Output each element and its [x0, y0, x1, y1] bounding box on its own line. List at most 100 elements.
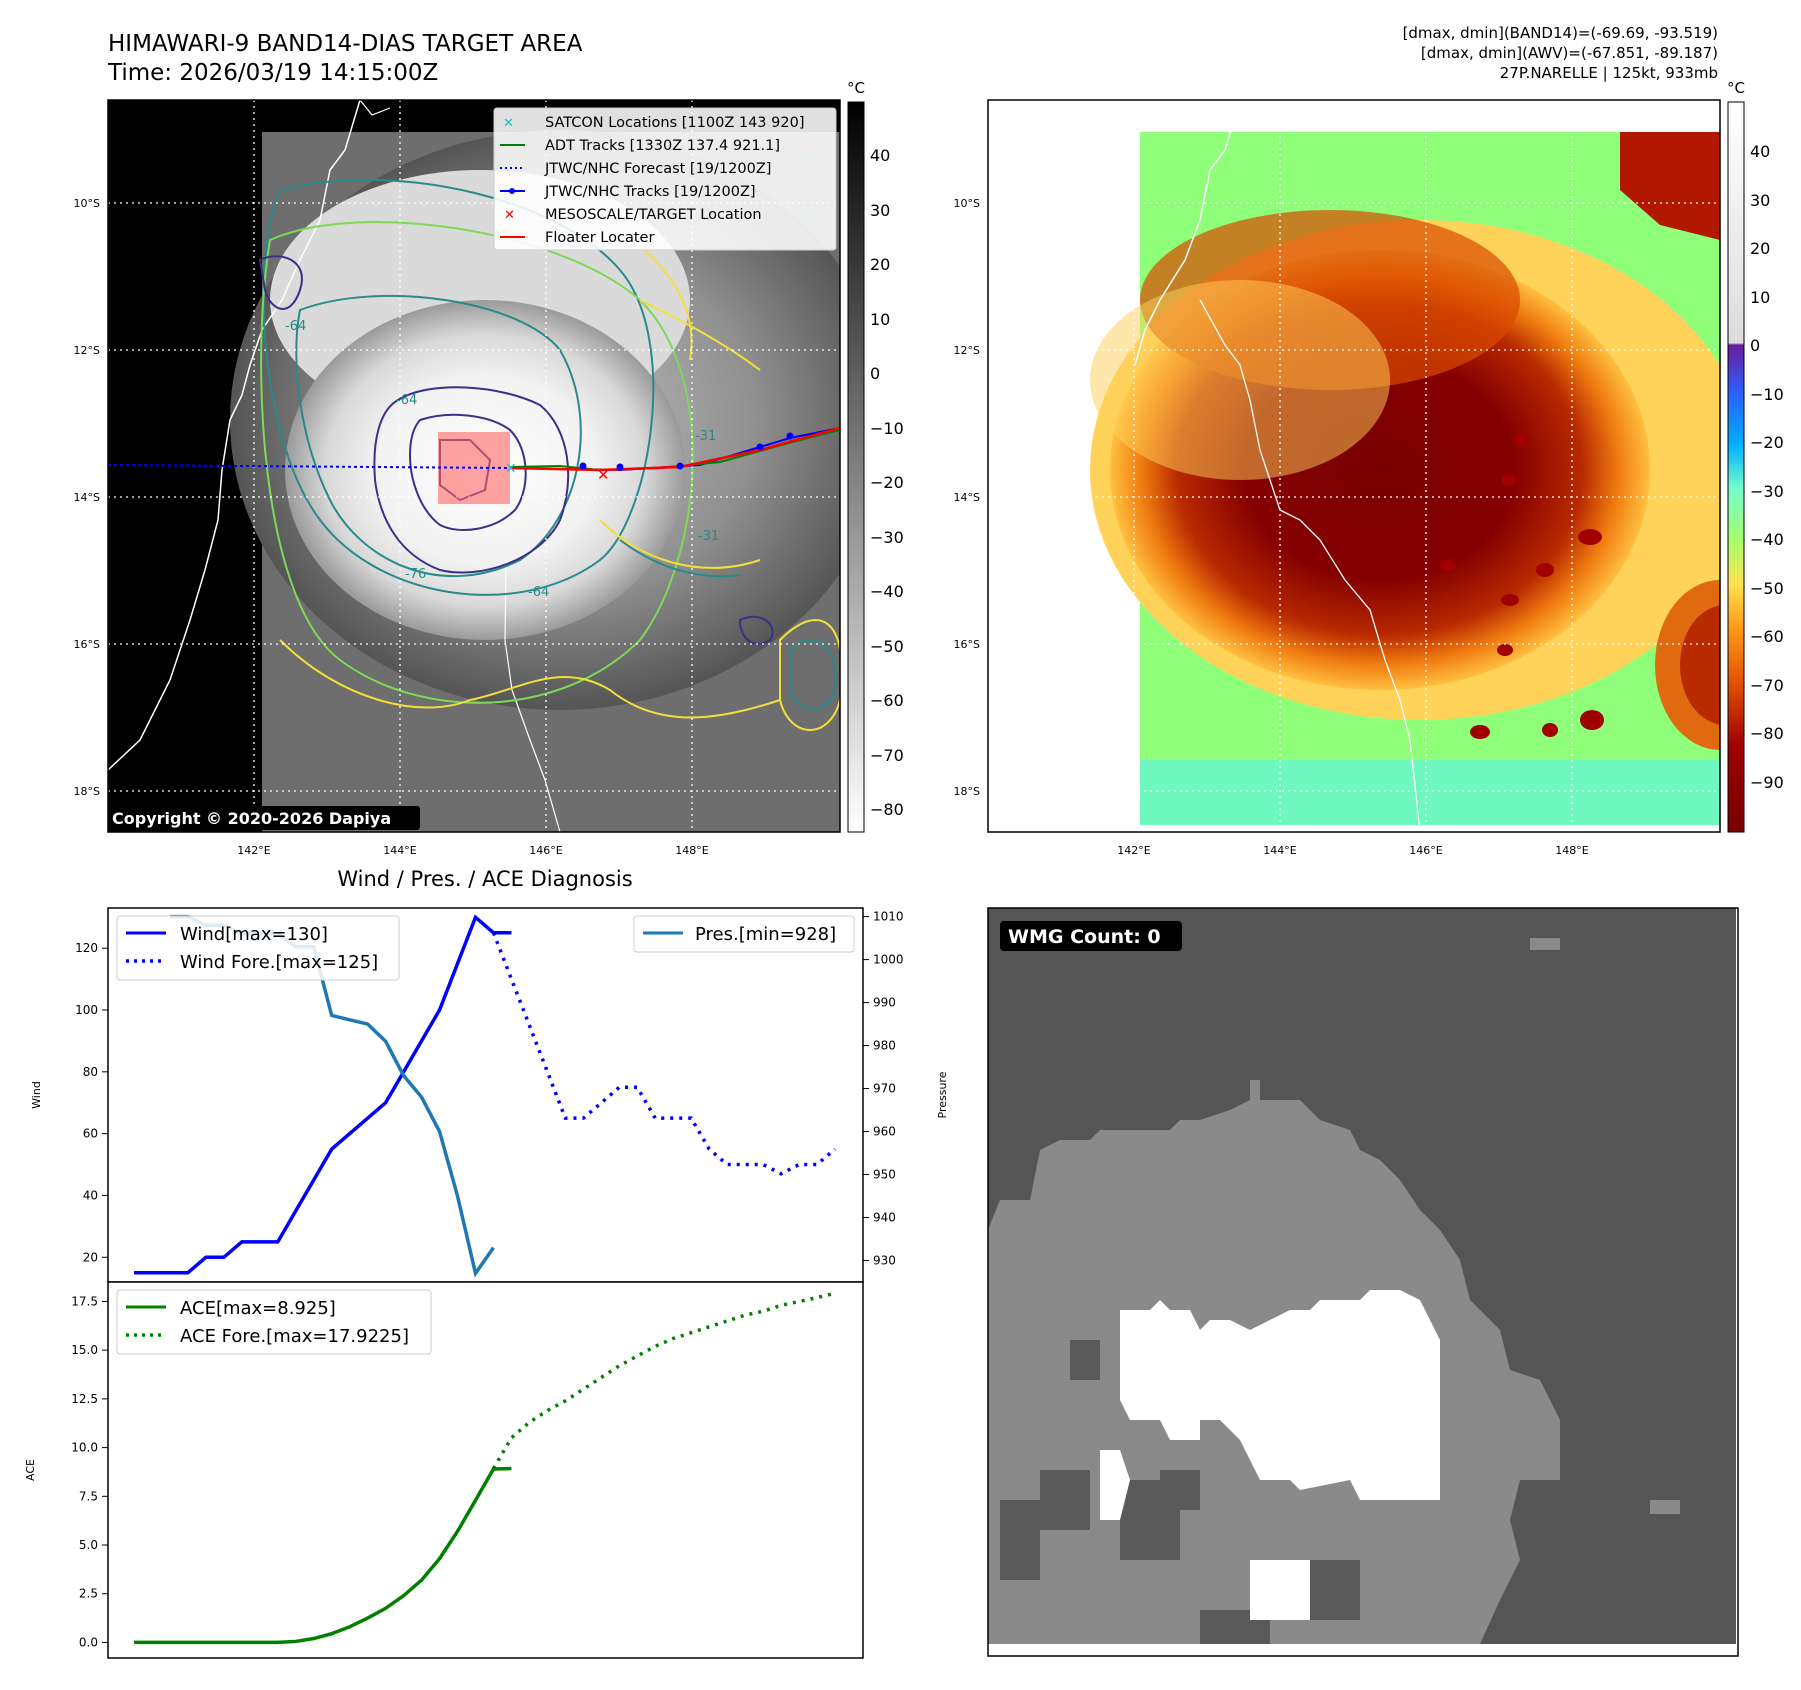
svg-text:12°S: 12°S — [954, 344, 980, 357]
legend-ace: ACE[max=8.925] — [180, 1298, 336, 1319]
svg-text:−60: −60 — [1750, 627, 1784, 646]
wv-colorbar-unit: °C — [1727, 79, 1745, 97]
pressure-tick-label: 950 — [873, 1168, 896, 1182]
ace-tick-label: 10.0 — [71, 1441, 98, 1455]
svg-text:144°E: 144°E — [383, 844, 416, 857]
legend-jtwc-tracks: JTWC/NHC Tracks [19/1200Z] — [544, 184, 756, 200]
legend-target: MESOSCALE/TARGET Location — [545, 207, 762, 223]
satcon-legend-icon: ✕ — [503, 116, 514, 131]
svg-text:30: 30 — [870, 201, 890, 220]
wind-axis-label: Wind — [30, 1081, 43, 1109]
wind-tick-label: 40 — [83, 1188, 98, 1202]
svg-text:18°S: 18°S — [74, 785, 100, 798]
legend-ace-forecast: ACE Fore.[max=17.9225] — [180, 1326, 409, 1347]
ace-tick-label: 12.5 — [71, 1392, 98, 1406]
ace-tick-label: 15.0 — [71, 1343, 98, 1357]
ace-tick-label: 0.0 — [79, 1635, 98, 1649]
svg-text:−80: −80 — [870, 800, 904, 819]
figure-title-line1: HIMAWARI-9 BAND14-DIAS TARGET AREA — [108, 31, 583, 57]
ace-axis-label: ACE — [24, 1459, 37, 1481]
svg-text:−50: −50 — [1750, 579, 1784, 598]
legend-pressure: Pres.[min=928] — [695, 924, 836, 945]
svg-text:30: 30 — [1750, 191, 1770, 210]
svg-text:10°S: 10°S — [954, 197, 980, 210]
ace-series-line-0 — [133, 1466, 512, 1645]
target-legend-icon: ✕ — [504, 208, 515, 223]
jtwc-forecast-track — [108, 464, 511, 469]
contour-label: -31 — [695, 429, 716, 444]
pressure-tick-label: 970 — [873, 1082, 896, 1096]
svg-text:20: 20 — [1750, 239, 1770, 258]
info-line3: 27P.NARELLE | 125kt, 933mb — [1500, 64, 1718, 82]
contour-label: -64 — [285, 319, 306, 334]
svg-text:40: 40 — [870, 146, 890, 165]
legend-adt: ADT Tracks [1330Z 137.4 921.1] — [545, 138, 780, 154]
svg-text:−20: −20 — [1750, 433, 1784, 452]
svg-text:−40: −40 — [1750, 530, 1784, 549]
svg-text:18°S: 18°S — [954, 785, 980, 798]
wind-pressure-plot: 20 40 60 80 100 120 930 940 950 960 970 980 990 1000… — [30, 907, 949, 1283]
wmg-count-badge — [1000, 921, 1182, 951]
wind-tick-label: 20 — [83, 1250, 98, 1264]
svg-text:−10: −10 — [1750, 385, 1784, 404]
svg-text:40: 40 — [1750, 142, 1770, 161]
legend-satcon: SATCON Locations [1100Z 143 920] — [545, 115, 804, 131]
wv-lat-labels: 10°S 12°S 14°S 16°S 18°S — [954, 197, 980, 798]
wmg-map — [988, 908, 1738, 1656]
svg-text:−80: −80 — [1750, 724, 1784, 743]
info-line2: [dmax, dmin](AWV)=(-67.851, -89.187) — [1421, 44, 1718, 62]
wind-legend: Wind[max=130] Wind Fore.[max=125] — [116, 915, 400, 981]
ace-series-line-1 — [491, 1291, 836, 1470]
svg-text:−60: −60 — [870, 691, 904, 710]
wind-tick-label: 100 — [75, 1003, 98, 1017]
ace-legend: ACE[max=8.925] ACE Fore.[max=17.9225] — [116, 1289, 432, 1355]
svg-text:146°E: 146°E — [529, 844, 562, 857]
svg-text:−30: −30 — [1750, 482, 1784, 501]
svg-text:14°S: 14°S — [74, 491, 100, 504]
svg-text:142°E: 142°E — [237, 844, 270, 857]
wv-colorbar — [1727, 101, 1745, 833]
wind-tick-label: 80 — [83, 1065, 98, 1079]
jtwc-track-points — [579, 432, 794, 471]
contour-label: -64 — [528, 585, 549, 600]
pressure-tick-label: 930 — [873, 1254, 896, 1268]
contour-label: -31 — [698, 529, 719, 544]
svg-text:16°S: 16°S — [954, 638, 980, 651]
svg-text:−90: −90 — [1750, 773, 1784, 792]
contour-label: -64 — [396, 393, 417, 408]
svg-text:144°E: 144°E — [1263, 844, 1296, 857]
pressure-tick-label: 1010 — [873, 910, 904, 924]
svg-text:−70: −70 — [1750, 676, 1784, 695]
svg-text:16°S: 16°S — [74, 638, 100, 651]
ir-lat-labels: 10°S 12°S 14°S 16°S 18°S — [74, 197, 100, 798]
pressure-tick-label: 990 — [873, 996, 896, 1010]
series-line-0 — [133, 914, 512, 1275]
svg-text:−20: −20 — [870, 473, 904, 492]
svg-text:−70: −70 — [870, 746, 904, 765]
svg-text:146°E: 146°E — [1409, 844, 1442, 857]
ace-plot: 0.0 2.5 5.0 7.5 10.0 12.5 15.0 17.5 ACE ACE[max… — [24, 1281, 864, 1659]
svg-text:0: 0 — [1750, 336, 1760, 355]
legend-wind: Wind[max=130] — [180, 924, 328, 945]
ace-tick-label: 2.5 — [79, 1587, 98, 1601]
ir-colorbar — [847, 101, 865, 833]
contour-label: -76 — [405, 567, 426, 582]
svg-text:−40: −40 — [870, 582, 904, 601]
wmg-count-label: WMG Count: 0 — [1008, 926, 1161, 948]
ace-tick-label: 7.5 — [79, 1489, 98, 1503]
wind-tick-label: 120 — [75, 941, 98, 955]
svg-text:148°E: 148°E — [675, 844, 708, 857]
svg-text:148°E: 148°E — [1555, 844, 1588, 857]
svg-text:−10: −10 — [870, 419, 904, 438]
info-line1: [dmax, dmin](BAND14)=(-69.69, -93.519) — [1403, 24, 1718, 42]
ir-colorbar-unit: °C — [847, 79, 865, 97]
wv-satellite-map — [988, 100, 1720, 832]
ir-legend: ✕ ✕ SATCON Locations [1100Z 143 920] ADT… — [493, 107, 837, 251]
svg-text:10: 10 — [870, 310, 890, 329]
ace-tick-label: 17.5 — [71, 1294, 98, 1308]
legend-wind-forecast: Wind Fore.[max=125] — [180, 952, 378, 973]
pressure-axis-label: Pressure — [936, 1071, 949, 1118]
pressure-tick-label: 940 — [873, 1211, 896, 1225]
svg-text:14°S: 14°S — [954, 491, 980, 504]
figure-title-line2: Time: 2026/03/19 14:15:00Z — [107, 60, 438, 86]
